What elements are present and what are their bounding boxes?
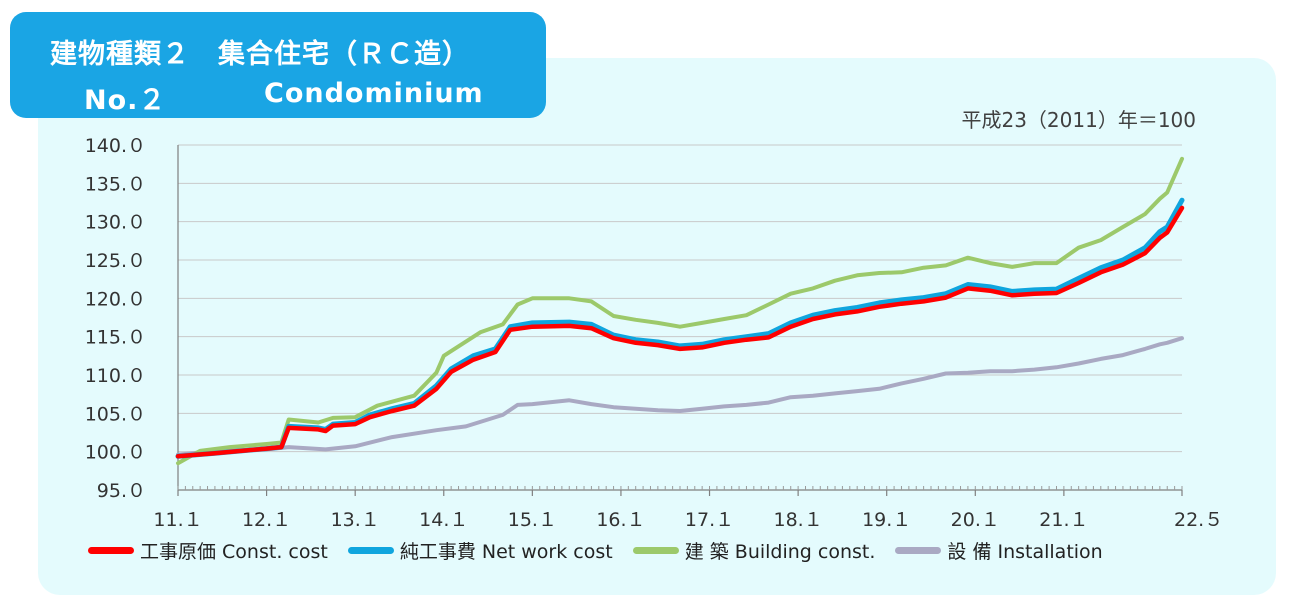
series-line-3 [176, 336, 1184, 457]
legend-label-const-cost: 工事原価 Const. cost [140, 541, 328, 563]
x-tick-label: 15.１ [508, 509, 557, 531]
title-line-1: 建物種類２ 集合住宅（ＲＣ造） [50, 39, 470, 70]
x-tick-label: 19.１ [862, 509, 911, 531]
y-tick-labels: 95.０ 100.０ 105.０ 110.０ 115.０ 120.０ 125.０ 130.０ 1… [85, 135, 146, 502]
legend-swatch-installation [895, 547, 942, 554]
title-box: 建物種類２ 集合住宅（ＲＣ造） No.２ Condominium [10, 12, 546, 118]
y-tick-label: 120.０ [85, 288, 146, 310]
legend-swatch-building [632, 547, 679, 554]
legend-swatch-const-cost [88, 547, 134, 554]
y-tick-label: 100.０ [85, 442, 146, 464]
x-tick-label: 18.１ [774, 509, 823, 531]
y-tick-label: 135.０ [85, 173, 146, 195]
legend-item-const-cost: 工事原価 Const. cost [88, 537, 328, 564]
y-tick-label: 105.０ [85, 403, 146, 425]
x-tick-labels: 11.１ 12.１ 13.１ 14.１ 15.１ 16.１ 17.１ 18.１ 19.１ 20.１… [153, 509, 1223, 531]
x-tick-label: 11.１ [153, 509, 202, 531]
legend: 工事原価 Const. cost 純工事費 Net work cost 建 築 … [88, 537, 1123, 564]
y-tick-label: 130.０ [85, 212, 146, 234]
x-tick-label: 22.５ [1174, 509, 1223, 531]
series-line-2 [176, 156, 1184, 466]
x-tick-label: 21.１ [1039, 509, 1088, 531]
grid-lines [178, 144, 1182, 453]
legend-label-installation: 設 備 Installation [947, 541, 1103, 563]
legend-label-building: 建 築 Building const. [684, 541, 876, 563]
axes [177, 145, 1183, 496]
x-tick-label: 16.１ [596, 509, 645, 531]
legend-label-net-work-cost: 純工事費 Net work cost [399, 541, 613, 563]
y-tick-label: 115.０ [85, 327, 146, 349]
legend-item-installation: 設 備 Installation [895, 537, 1103, 564]
x-tick-label: 17.１ [685, 509, 734, 531]
base-year-note: 平成23（2011）年＝100 [961, 108, 1196, 132]
y-tick-label: 125.０ [85, 250, 146, 272]
y-tick-label: 140.０ [85, 135, 146, 157]
x-tick-label: 20.１ [951, 509, 1000, 531]
legend-swatch-net-work-cost [347, 547, 394, 554]
y-tick-label: 95.０ [97, 480, 146, 502]
title-number: No.２ [84, 85, 167, 116]
legend-item-building: 建 築 Building const. [632, 537, 876, 564]
chart-panel [38, 58, 1276, 595]
x-tick-label: 12.１ [242, 509, 291, 531]
series-lines [175, 156, 1185, 466]
x-tick-label: 14.１ [419, 509, 468, 531]
y-tick-label: 110.０ [85, 365, 146, 387]
x-tick-label: 13.１ [331, 509, 380, 531]
legend-item-net-work-cost: 純工事費 Net work cost [347, 537, 613, 564]
series-line-0 [175, 205, 1185, 459]
title-condominium: Condominium [264, 78, 484, 109]
